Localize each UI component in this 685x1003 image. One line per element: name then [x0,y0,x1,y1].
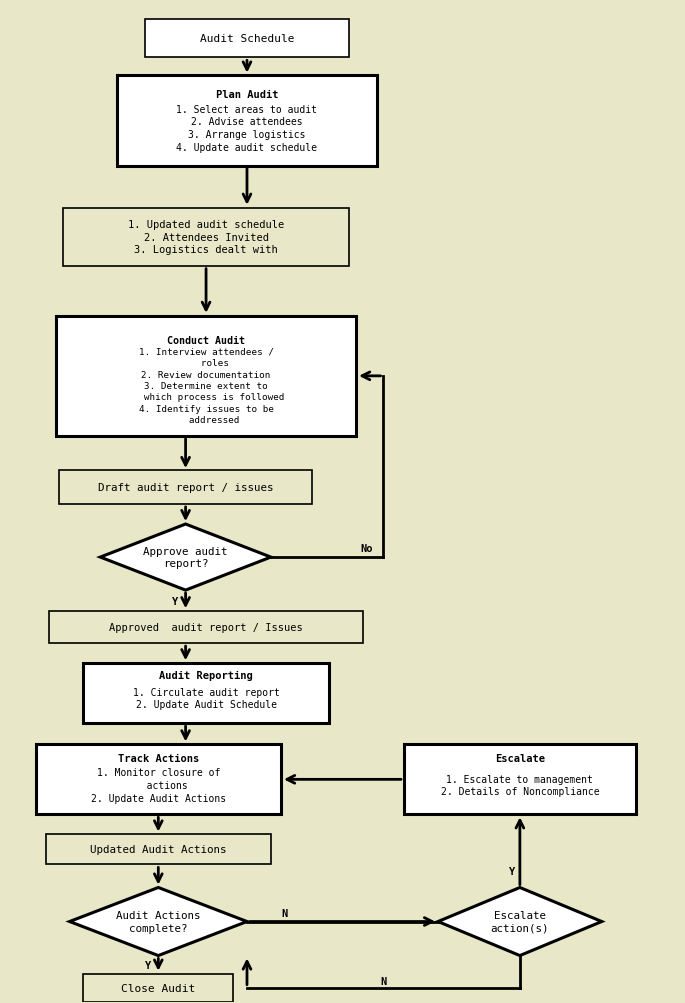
Text: Updated Audit Actions: Updated Audit Actions [90,845,227,855]
FancyBboxPatch shape [117,76,377,166]
Text: 1. Monitor closure of
   actions
2. Update Audit Actions: 1. Monitor closure of actions 2. Update … [90,767,226,803]
Text: Approve audit
report?: Approve audit report? [143,547,228,569]
Text: 1. Select areas to audit
2. Advise attendees
3. Arrange logistics
4. Update audi: 1. Select areas to audit 2. Advise atten… [177,104,317,152]
Text: Audit Schedule: Audit Schedule [200,34,295,44]
FancyBboxPatch shape [56,317,356,436]
Text: Close Audit: Close Audit [121,983,195,993]
Polygon shape [438,888,601,956]
Text: Audit Actions
complete?: Audit Actions complete? [116,911,201,933]
Text: 1. Escalate to management
2. Details of Noncompliance: 1. Escalate to management 2. Details of … [440,773,599,796]
Text: N: N [282,908,288,918]
Text: Draft audit report / issues: Draft audit report / issues [98,482,273,492]
Text: No: No [360,544,373,554]
Text: Y: Y [172,597,179,607]
Polygon shape [100,525,271,591]
FancyBboxPatch shape [84,974,234,1002]
Text: 1. Interview attendees /
   roles
2. Review documentation
3. Determine extent to: 1. Interview attendees / roles 2. Review… [127,347,285,425]
FancyBboxPatch shape [63,209,349,267]
FancyBboxPatch shape [46,834,271,865]
Text: Y: Y [145,960,151,970]
Text: Audit Reporting: Audit Reporting [159,671,253,681]
Text: Conduct Audit: Conduct Audit [167,335,245,345]
Text: N: N [380,976,386,986]
Polygon shape [70,888,247,956]
FancyBboxPatch shape [145,20,349,58]
Text: Escalate
action(s): Escalate action(s) [490,911,549,933]
Text: Y: Y [508,867,515,877]
Text: Escalate: Escalate [495,753,545,763]
Text: Approved  audit report / Issues: Approved audit report / Issues [109,623,303,633]
FancyBboxPatch shape [60,471,312,504]
Text: 1. Updated audit schedule
2. Attendees Invited
3. Logistics dealt with: 1. Updated audit schedule 2. Attendees I… [128,220,284,255]
Text: 1. Circulate audit report
2. Update Audit Schedule: 1. Circulate audit report 2. Update Audi… [133,687,279,710]
FancyBboxPatch shape [84,664,329,723]
FancyBboxPatch shape [49,612,363,644]
FancyBboxPatch shape [404,744,636,814]
Text: Track Actions: Track Actions [118,753,199,763]
Text: Plan Audit: Plan Audit [216,89,278,99]
FancyBboxPatch shape [36,744,281,814]
